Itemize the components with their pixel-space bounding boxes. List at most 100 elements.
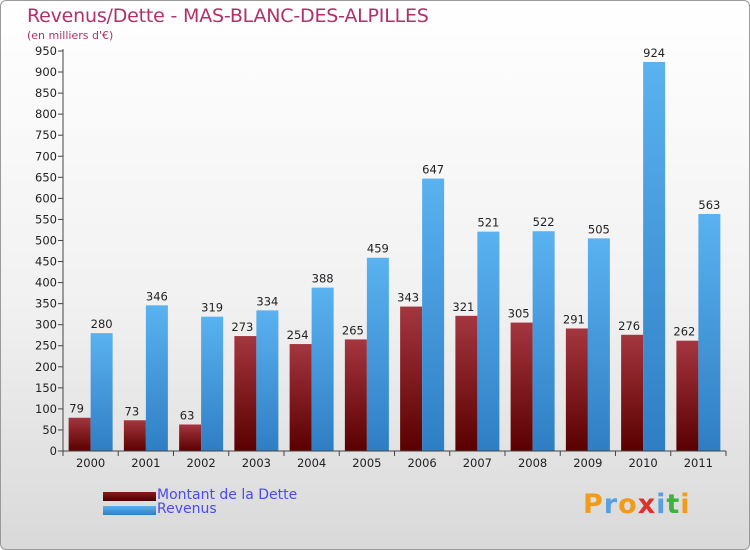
bar-revenus (311, 287, 334, 451)
data-label-revenus: 280 (91, 317, 113, 331)
x-tick-label: 2008 (518, 456, 547, 470)
bar-revenus (201, 316, 224, 451)
y-tick-label: 100 (35, 402, 57, 416)
bar-revenus (145, 305, 168, 451)
data-label-revenus: 505 (588, 222, 610, 236)
data-label-dette: 305 (508, 307, 530, 321)
data-label-dette: 273 (231, 320, 253, 334)
legend-swatch-revenus (103, 506, 156, 515)
bar-dette (234, 336, 257, 451)
bar-dette (510, 322, 533, 451)
data-label-dette: 73 (125, 404, 140, 418)
bar-revenus (90, 333, 113, 451)
data-label-dette: 291 (563, 312, 585, 326)
bar-revenus (532, 231, 555, 451)
bar-dette (123, 420, 146, 451)
x-tick-label: 2007 (463, 456, 492, 470)
y-tick-label: 50 (42, 423, 57, 437)
y-tick-label: 550 (35, 212, 57, 226)
x-tick-label: 2003 (242, 456, 271, 470)
y-tick-label: 150 (35, 381, 57, 395)
y-tick-label: 0 (50, 444, 57, 458)
data-label-revenus: 647 (422, 163, 444, 177)
bar-dette (565, 328, 588, 451)
bar-dette (344, 339, 367, 451)
y-tick-label: 950 (35, 44, 57, 58)
data-label-dette: 79 (69, 402, 84, 416)
chart-title: Revenus/Dette - MAS-BLANC-DES-ALPILLES (27, 5, 429, 27)
data-label-revenus: 924 (643, 46, 665, 60)
bar-revenus (422, 178, 445, 451)
data-label-revenus: 521 (477, 216, 499, 230)
logo-letter: r (603, 489, 619, 520)
y-tick-label: 450 (35, 255, 57, 269)
y-tick-label: 700 (35, 149, 57, 163)
x-tick-label: 2002 (186, 456, 215, 470)
y-tick-label: 250 (35, 339, 57, 353)
logo-letter: x (637, 489, 657, 520)
data-label-dette: 276 (618, 319, 640, 333)
y-tick-label: 200 (35, 360, 57, 374)
y-tick-label: 600 (35, 191, 57, 205)
y-axis: 0 50 100 150 200 250 300 350 400 450 500 550 600 650 7… (35, 44, 64, 458)
data-label-revenus: 563 (698, 198, 720, 212)
x-tick-label: 2009 (573, 456, 602, 470)
data-label-dette: 63 (180, 408, 195, 422)
bar-dette (676, 340, 699, 451)
x-tick-label: 2010 (628, 456, 657, 470)
bar-revenus (256, 310, 279, 451)
bar-dette (179, 424, 202, 451)
y-tick-label: 650 (35, 170, 57, 184)
x-tick-label: 2001 (131, 456, 160, 470)
bar-revenus (587, 238, 610, 451)
legend-label-revenus: Revenus (157, 501, 217, 517)
y-tick-label: 400 (35, 276, 57, 290)
legend-swatch-dette (103, 492, 156, 501)
bar-revenus (477, 231, 500, 451)
y-tick-label: 750 (35, 128, 57, 142)
y-tick-label: 850 (35, 86, 57, 100)
bar-dette (68, 417, 91, 451)
y-tick-label: 350 (35, 297, 57, 311)
proxiti-logo: Proxiti (583, 489, 691, 520)
data-label-revenus: 522 (533, 215, 555, 229)
logo-letter: t (666, 489, 681, 520)
legend-item-revenus: Revenus (103, 501, 363, 518)
legend-item-dette: Montant de la Dette (103, 487, 363, 504)
x-axis: 2000 2001 2002 2003 2004 2005 2006 2007 2008 2009… (62, 450, 727, 470)
data-label-dette: 321 (452, 300, 474, 314)
data-label-revenus: 346 (146, 289, 168, 303)
x-tick-label: 2006 (407, 456, 436, 470)
bar-dette (400, 306, 423, 451)
x-tick-label: 2004 (297, 456, 326, 470)
logo-letter: P (583, 489, 604, 520)
data-label-dette: 343 (397, 291, 419, 305)
bar-revenus (643, 61, 666, 452)
bars (68, 61, 721, 452)
y-tick-label: 900 (35, 65, 57, 79)
data-label-revenus: 388 (312, 272, 334, 286)
y-tick-label: 800 (35, 107, 57, 121)
data-label-dette: 265 (342, 323, 364, 337)
data-label-dette: 254 (287, 328, 309, 342)
x-tick-label: 2000 (76, 456, 105, 470)
bar-dette (455, 315, 478, 451)
y-tick-label: 500 (35, 233, 57, 247)
data-label-revenus: 459 (367, 242, 389, 256)
bar-revenus (366, 257, 389, 451)
x-tick-label: 2005 (352, 456, 381, 470)
chart-subtitle: (en milliers d'€) (27, 29, 114, 42)
logo-letter: o (618, 489, 638, 520)
y-tick-label: 300 (35, 318, 57, 332)
bar-dette (621, 334, 644, 451)
logo-letter: i (656, 489, 667, 520)
bar-revenus (698, 213, 721, 451)
data-label-revenus: 334 (256, 294, 278, 308)
x-tick-label: 2011 (684, 456, 713, 470)
legend-label-dette: Montant de la Dette (157, 487, 298, 503)
bar-dette (289, 344, 312, 451)
data-label-dette: 262 (673, 325, 695, 339)
